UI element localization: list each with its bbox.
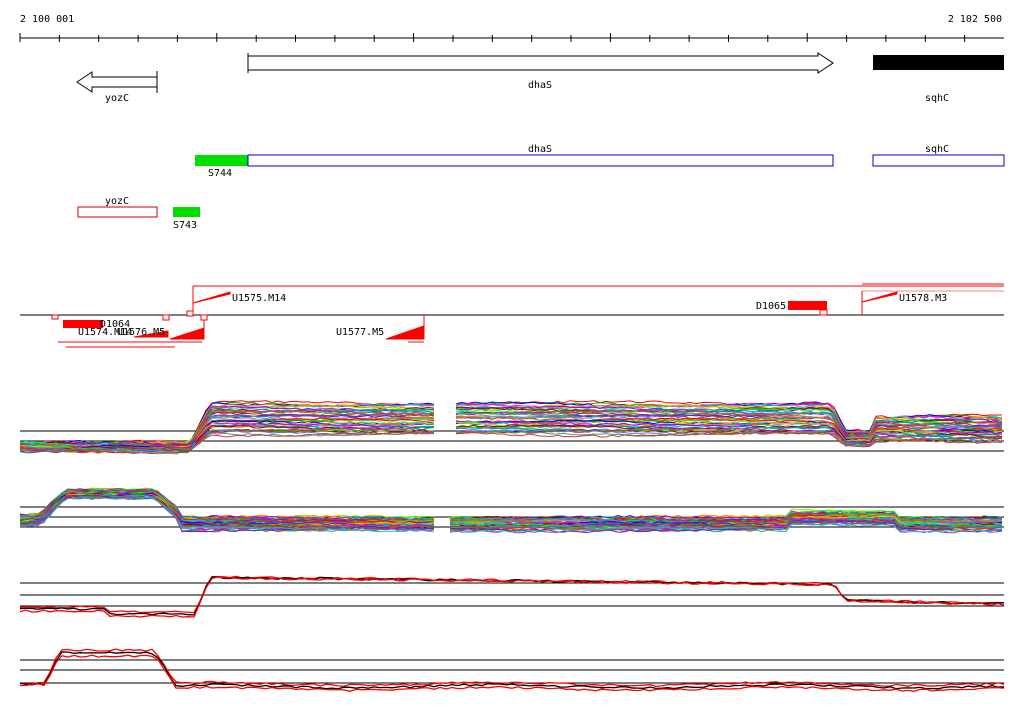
expression-trace [19,407,435,448]
upshift-U1574-M14[interactable]: U1574.M14 [58,327,202,348]
shift-annotation-track: U1575.M14 U1578.M3 D1065 D1064 U1574.M14 [20,283,1004,348]
expression-trace [449,523,1003,533]
downshift-D1064-bar [63,320,103,328]
expression-trace [455,411,1003,438]
transcript-sqhC-bar[interactable] [872,154,1005,167]
upshift-U1575-M14-flag [192,291,231,304]
downshift-D1064-tick [51,314,59,320]
upshift-U1576-M5-tick2 [186,310,194,317]
gene-yozC-label: yozC [105,93,129,104]
upshift-U1576-M5-flag2 [133,330,169,338]
upshift-U1577-M5-flag [385,325,425,340]
expression-trace [449,519,1002,533]
ruler-end-label: 2 102 500 [948,14,1002,25]
expression-trace [19,496,435,533]
expression-trace [455,412,1003,438]
transcript-yozC-bar[interactable] [77,206,158,218]
gene-sqhC-bar[interactable] [873,55,1004,70]
gene-sqhC-label: sqhC [925,93,949,104]
expression-trace [19,431,435,455]
upshift-U1576-M5-tick [162,314,170,321]
upshift-U1575-M14[interactable]: U1575.M14 [192,285,1004,315]
expression-trace [19,648,1005,688]
expression-trace [455,431,1003,448]
expression-panel-top-strand-summary [19,575,1005,618]
downshift-D1064-label: D1064 [100,319,130,330]
expression-trace [19,651,1005,690]
gene-dhaS[interactable]: dhaS [247,52,834,91]
gene-sqhC[interactable]: sqhC [873,55,1004,104]
upshift-U1578-M3[interactable]: U1578.M3 [861,283,1004,315]
upshift-U1576-M5-flag [169,327,205,340]
gene-dhaS-label: dhaS [528,80,552,91]
expression-trace [19,497,435,533]
downshift-D1065[interactable]: D1065 [756,301,828,316]
downshift-D1064[interactable]: D1064 [51,314,130,330]
expression-panel-top-strand-tiling [19,400,1004,455]
expression-panel-bottom-strand-tiling [19,487,1004,534]
expression-trace [19,431,435,455]
upshift-U1576-M5-label: U1576.M5 [117,327,165,338]
gene-yozC[interactable]: yozC [76,71,158,104]
segment-S743-bar[interactable] [173,207,200,217]
upshift-U1578-M3-label: U1578.M3 [899,293,947,304]
upshift-U1575-M14-label: U1575.M14 [232,293,286,304]
downshift-D1065-tick [819,309,828,316]
transcript-track: S744 dhaS sqhC yozC S743 [77,144,1005,231]
expression-trace [455,401,1003,433]
transcript-dhaS-bar[interactable] [247,154,834,167]
upshift-U1577-M5[interactable]: U1577.M5 [336,315,425,343]
downshift-D1065-label: D1065 [756,301,786,312]
ruler-ticks [19,33,966,42]
segment-S744-label: S744 [208,168,232,179]
upshift-U1578-M3-flag [861,291,898,303]
coordinate-ruler: 2 100 001 2 102 500 [19,14,1004,42]
expression-trace [455,406,1003,436]
expression-trace [455,426,1003,446]
segment-S743-label: S743 [173,220,197,231]
upshift-U1577-M5-label: U1577.M5 [336,327,384,338]
expression-trace [455,416,1003,441]
gene-yozC-arrow[interactable] [76,71,158,93]
expression-trace [19,576,1005,618]
gene-annotation-track: yozC dhaS sqhC [76,52,1004,104]
upshift-U1576-M5[interactable]: U1576.M5 [117,310,208,340]
segment-S744-bar[interactable] [195,155,248,166]
expression-trace [19,424,435,453]
expression-panel-bottom-strand-summary [19,648,1005,692]
expression-trace [455,404,1003,433]
upshift-U1576-M5-tick3 [200,314,208,321]
expression-trace [19,654,1005,692]
transcript-yozC-label: yozC [105,196,129,207]
gene-dhaS-arrow[interactable] [247,52,834,74]
downshift-D1065-bar [788,301,827,310]
transcript-sqhC-label: sqhC [925,144,949,155]
transcript-dhaS-label: dhaS [528,144,552,155]
upshift-U1574-M14-label: U1574.M14 [78,327,132,338]
ruler-start-label: 2 100 001 [20,14,74,25]
